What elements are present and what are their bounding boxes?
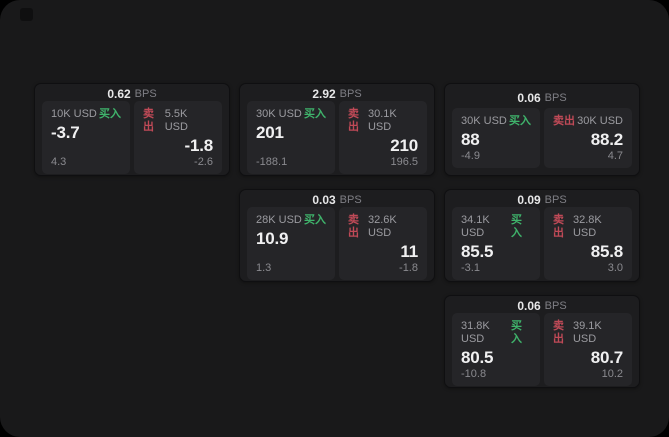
bps-value: 0.62 bbox=[107, 87, 131, 101]
card-body: 28K USD 买入 10.9 1.3 卖出 32.6K USD 11 -1.8 bbox=[240, 207, 434, 287]
sell-sub-value: -2.6 bbox=[194, 156, 213, 168]
app-icon[interactable] bbox=[20, 8, 33, 21]
buy-amount: 28K USD bbox=[256, 214, 302, 226]
card-body: 30K USD 买入 201 -188.1 卖出 30.1K USD 210 1… bbox=[240, 101, 434, 181]
buy-sub-value: 1.3 bbox=[256, 262, 272, 274]
card-body: 10K USD 买入 -3.7 4.3 卖出 5.5K USD -1.8 -2.… bbox=[35, 101, 229, 181]
buy-sub-value: -3.1 bbox=[461, 262, 480, 274]
bps-unit: BPS bbox=[544, 300, 567, 312]
cards-grid: 0.62 BPS 10K USD 买入 -3.7 4.3 卖出 5.5K USD bbox=[34, 83, 640, 388]
bps-unit: BPS bbox=[339, 88, 362, 100]
sell-sub-value: 3.0 bbox=[607, 262, 623, 274]
sell-price: 210 bbox=[390, 136, 418, 155]
buy-panel[interactable]: 31.8K USD 买入 80.5 -10.8 bbox=[452, 313, 540, 386]
buy-label: 买入 bbox=[304, 108, 326, 120]
sell-amount: 39.1K USD bbox=[572, 320, 602, 345]
buy-sub-value: -188.1 bbox=[256, 156, 288, 168]
buy-panel[interactable]: 10K USD 买入 -3.7 4.3 bbox=[42, 101, 130, 174]
sell-price: 88.2 bbox=[590, 130, 623, 149]
bps-value: 0.06 bbox=[517, 90, 541, 105]
sell-panel[interactable]: 卖出 5.5K USD -1.8 -2.6 bbox=[134, 101, 222, 174]
sell-panel[interactable]: 卖出 32.8K USD 85.8 3.0 bbox=[544, 207, 632, 280]
sell-amount: 32.8K USD bbox=[572, 214, 602, 239]
buy-panel[interactable]: 30K USD 买入 88 -4.9 bbox=[452, 108, 540, 168]
bps-value: 0.03 bbox=[312, 193, 336, 207]
bps-value: 2.92 bbox=[312, 87, 336, 101]
buy-price: 201 bbox=[256, 123, 284, 142]
buy-amount: 34.1K USD bbox=[461, 214, 490, 239]
sell-panel[interactable]: 卖出 30K USD 88.2 4.7 bbox=[544, 108, 632, 168]
sell-label: 卖出 bbox=[348, 108, 359, 133]
sell-label: 卖出 bbox=[348, 214, 359, 239]
buy-sub-value: -10.8 bbox=[461, 368, 487, 380]
bps-unit: BPS bbox=[339, 194, 362, 206]
quote-card: 0.06 BPS 31.8K USD 买入 80.5 -10.8 卖出 39.1… bbox=[444, 295, 640, 388]
sell-label: 卖出 bbox=[143, 108, 154, 133]
card-header: 0.06 BPS bbox=[445, 296, 639, 313]
buy-price: 85.5 bbox=[461, 242, 494, 261]
buy-label: 买入 bbox=[99, 108, 121, 120]
sell-amount: 5.5K USD bbox=[164, 108, 188, 133]
sell-amount: 30K USD bbox=[577, 115, 623, 127]
buy-amount: 10K USD bbox=[51, 108, 97, 120]
sell-label: 卖出 bbox=[553, 214, 564, 239]
buy-amount: 31.8K USD bbox=[461, 320, 490, 345]
buy-panel[interactable]: 30K USD 买入 201 -188.1 bbox=[247, 101, 335, 174]
quote-card: 2.92 BPS 30K USD 买入 201 -188.1 卖出 30.1K … bbox=[239, 83, 435, 176]
quote-card: 0.03 BPS 28K USD 买入 10.9 1.3 卖出 32.6K US… bbox=[239, 189, 435, 282]
card-header: 0.09 BPS bbox=[445, 190, 639, 207]
sell-label: 卖出 bbox=[553, 115, 575, 127]
sell-sub-value: 196.5 bbox=[390, 156, 418, 168]
card-header: 0.62 BPS bbox=[35, 84, 229, 101]
sell-amount: 32.6K USD bbox=[367, 214, 397, 239]
quote-card: 0.62 BPS 10K USD 买入 -3.7 4.3 卖出 5.5K USD bbox=[34, 83, 230, 176]
sell-amount: 30.1K USD bbox=[367, 108, 397, 133]
buy-label: 买入 bbox=[304, 214, 326, 226]
card-body: 31.8K USD 买入 80.5 -10.8 卖出 39.1K USD 80.… bbox=[445, 313, 639, 393]
sell-panel[interactable]: 卖出 32.6K USD 11 -1.8 bbox=[339, 207, 427, 280]
buy-label: 买入 bbox=[511, 214, 523, 239]
buy-price: 80.5 bbox=[461, 348, 494, 367]
card-header: 0.03 BPS bbox=[240, 190, 434, 207]
bps-unit: BPS bbox=[544, 194, 567, 206]
sell-price: 85.8 bbox=[590, 242, 623, 261]
sell-panel[interactable]: 卖出 30.1K USD 210 196.5 bbox=[339, 101, 427, 174]
card-header: 2.92 BPS bbox=[240, 84, 434, 101]
sell-panel[interactable]: 卖出 39.1K USD 80.7 10.2 bbox=[544, 313, 632, 386]
buy-sub-value: -4.9 bbox=[461, 150, 480, 162]
sell-price: 11 bbox=[400, 242, 418, 261]
bps-unit: BPS bbox=[544, 91, 567, 104]
sell-sub-value: -1.8 bbox=[399, 262, 418, 274]
sell-sub-value: 4.7 bbox=[607, 150, 623, 162]
buy-price: 10.9 bbox=[256, 229, 289, 248]
buy-label: 买入 bbox=[511, 320, 523, 345]
buy-label: 买入 bbox=[509, 115, 531, 127]
sell-price: 80.7 bbox=[590, 348, 623, 367]
quote-card: 0.06 BPS 30K USD 买入 88 -4.9 卖出 30K USD bbox=[444, 83, 640, 176]
bps-unit: BPS bbox=[134, 88, 157, 100]
bps-value: 0.06 bbox=[517, 299, 541, 313]
card-header: 0.06 BPS bbox=[445, 84, 639, 108]
buy-amount: 30K USD bbox=[256, 108, 302, 120]
sell-label: 卖出 bbox=[553, 320, 564, 345]
sell-price: -1.8 bbox=[184, 136, 214, 155]
card-body: 30K USD 买入 88 -4.9 卖出 30K USD 88.2 4.7 bbox=[445, 108, 639, 175]
buy-price: 88 bbox=[461, 130, 480, 149]
buy-amount: 30K USD bbox=[461, 115, 507, 127]
buy-panel[interactable]: 34.1K USD 买入 85.5 -3.1 bbox=[452, 207, 540, 280]
bps-value: 0.09 bbox=[517, 193, 541, 207]
buy-price: -3.7 bbox=[51, 123, 80, 142]
quote-card: 0.09 BPS 34.1K USD 买入 85.5 -3.1 卖出 32.8K… bbox=[444, 189, 640, 282]
buy-panel[interactable]: 28K USD 买入 10.9 1.3 bbox=[247, 207, 335, 280]
card-body: 34.1K USD 买入 85.5 -3.1 卖出 32.8K USD 85.8… bbox=[445, 207, 639, 287]
sell-sub-value: 10.2 bbox=[601, 368, 623, 380]
buy-sub-value: 4.3 bbox=[51, 156, 67, 168]
